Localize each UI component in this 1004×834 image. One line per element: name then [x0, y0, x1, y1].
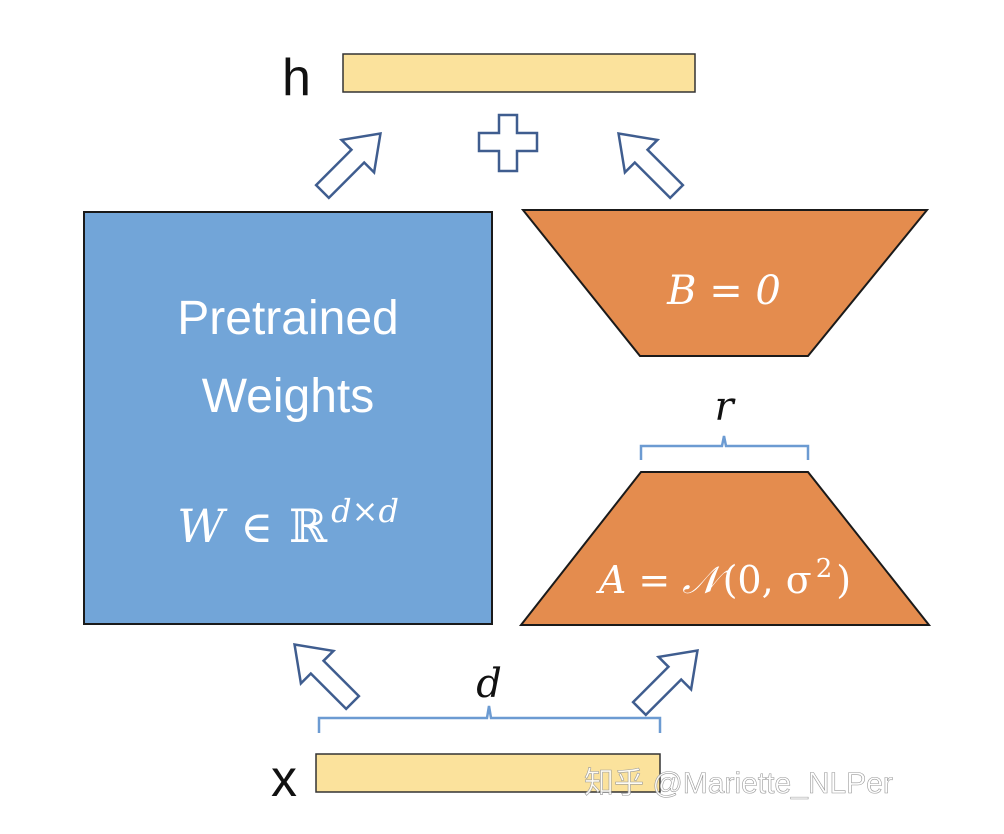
- dimension-label: d: [476, 661, 502, 707]
- watermark-text: 知乎 @Mariette_NLPer: [584, 767, 893, 800]
- dimension-brace: [317, 705, 662, 733]
- pretrained-title-line1: Pretrained: [177, 292, 398, 345]
- formula-reals: ℝ: [289, 499, 328, 553]
- pretrained-formula: W ∈ ℝ d×d: [177, 492, 399, 553]
- output-vector-bar: [342, 53, 696, 93]
- arrow-pretrained-to-output: [314, 132, 382, 200]
- matrix-A-trapezoid: [518, 471, 932, 626]
- plus-icon: [477, 113, 539, 173]
- rank-brace: [639, 435, 810, 460]
- output-label: h: [282, 49, 311, 107]
- arrow-input-to-A: [631, 649, 699, 717]
- matrix-A-eq: =: [638, 558, 670, 602]
- matrix-A-label: A = 𝒩 (0, σ 2 ): [596, 554, 851, 602]
- formula-W: W: [177, 499, 228, 553]
- pretrained-weights-block: [83, 211, 493, 625]
- matrix-A-args: (0, σ: [723, 558, 812, 602]
- formula-dims: d×d: [331, 492, 399, 530]
- pretrained-title-line2: Weights: [202, 370, 375, 423]
- arrow-input-to-pretrained: [293, 643, 361, 711]
- rank-label: r: [714, 384, 736, 430]
- input-label: x: [271, 750, 297, 808]
- matrix-B-trapezoid: [520, 209, 930, 357]
- formula-element-of: ∈: [240, 502, 273, 553]
- matrix-A-exponent: 2: [816, 554, 833, 584]
- matrix-B-label: B = 0: [666, 268, 781, 314]
- matrix-A-close: ): [836, 558, 851, 602]
- matrix-A-lhs: A: [596, 558, 626, 602]
- input-vector-bar: [315, 753, 661, 793]
- arrow-B-to-output: [617, 132, 685, 200]
